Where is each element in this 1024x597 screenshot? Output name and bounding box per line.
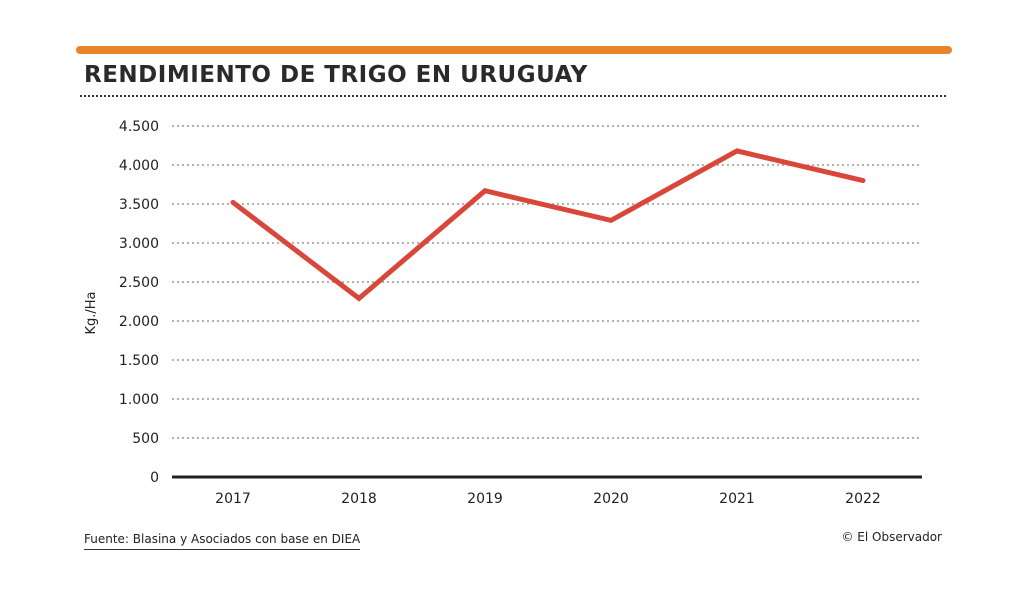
y-tick-label: 0 (150, 470, 159, 486)
y-tick-label: 3.500 (119, 197, 159, 213)
y-tick-label: 500 (132, 431, 159, 447)
y-tick-label: 2.000 (119, 314, 159, 330)
y-tick-label: 3.000 (119, 236, 159, 252)
credit: © El Observador (841, 530, 942, 544)
y-axis-label: Kg./Ha (84, 291, 99, 334)
y-tick-label: 2.500 (119, 275, 159, 291)
y-tick-label: 1.500 (119, 353, 159, 369)
x-tick-label: 2021 (719, 491, 755, 507)
x-tick-label: 2019 (467, 491, 503, 507)
y-tick-label: 4.000 (119, 158, 159, 174)
series-line (230, 148, 866, 302)
accent-bar (76, 46, 952, 54)
title-divider (80, 95, 946, 97)
source-note: Fuente: Blasina y Asociados con base en … (84, 532, 361, 550)
x-tick-label: 2017 (215, 491, 251, 507)
x-tick-label: 2018 (341, 491, 377, 507)
x-tick-label: 2020 (593, 491, 629, 507)
y-tick-label: 4.500 (119, 119, 159, 135)
y-tick-label: 1.000 (119, 392, 159, 408)
chart-title: RENDIMIENTO DE TRIGO EN URUGUAY (84, 62, 588, 88)
x-tick-label: 2022 (845, 491, 881, 507)
